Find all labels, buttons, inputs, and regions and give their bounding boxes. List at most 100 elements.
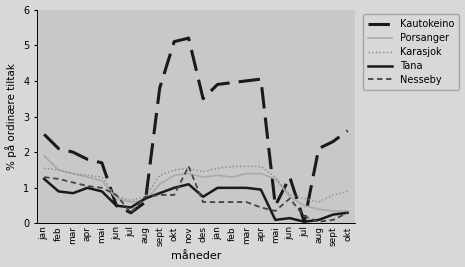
Karasjok (85, 174, 90, 177)
Karasjok (301, 197, 307, 200)
Tana (244, 186, 249, 189)
Line: Karasjok: Karasjok (44, 166, 347, 202)
Karasjok (272, 175, 278, 179)
Nesseby (301, 215, 307, 218)
Line: Tana: Tana (44, 179, 347, 222)
Y-axis label: % på ordinære tiltak: % på ordinære tiltak (6, 63, 18, 170)
Nesseby (41, 175, 47, 179)
Porsanger (41, 154, 47, 157)
Karasjok (56, 168, 61, 172)
Karasjok (41, 167, 47, 170)
Nesseby (316, 220, 321, 223)
Karasjok (330, 193, 336, 197)
Porsanger (316, 208, 321, 211)
Nesseby (128, 211, 133, 214)
Kautokeino (85, 158, 90, 161)
Porsanger (244, 172, 249, 175)
Kautokeino (172, 40, 177, 43)
Porsanger (142, 199, 148, 202)
Karasjok (172, 168, 177, 172)
Kautokeino (330, 140, 336, 143)
Kautokeino (70, 151, 76, 154)
Kautokeino (56, 147, 61, 150)
Tana (41, 177, 47, 180)
Kautokeino (272, 204, 278, 207)
Tana (345, 211, 350, 214)
Karasjok (70, 172, 76, 175)
Kautokeino (229, 81, 235, 84)
Nesseby (258, 206, 264, 209)
Kautokeino (215, 83, 220, 86)
Nesseby (345, 211, 350, 214)
Nesseby (99, 186, 105, 189)
Tana (287, 217, 292, 220)
Nesseby (200, 201, 206, 204)
Karasjok (229, 165, 235, 168)
Line: Kautokeino: Kautokeino (44, 38, 347, 222)
Kautokeino (41, 133, 47, 136)
Karasjok (345, 190, 350, 193)
Tana (128, 206, 133, 209)
Porsanger (287, 195, 292, 198)
Tana (113, 204, 119, 207)
Karasjok (215, 167, 220, 170)
Porsanger (186, 172, 192, 175)
Porsanger (258, 172, 264, 175)
Karasjok (287, 193, 292, 197)
Porsanger (99, 179, 105, 182)
Porsanger (330, 209, 336, 213)
Porsanger (85, 175, 90, 179)
Nesseby (272, 209, 278, 213)
Tana (56, 190, 61, 193)
Nesseby (56, 177, 61, 180)
Kautokeino (200, 97, 206, 100)
Karasjok (99, 175, 105, 179)
Nesseby (70, 181, 76, 184)
Tana (70, 192, 76, 195)
Tana (272, 218, 278, 222)
Karasjok (186, 167, 192, 170)
Karasjok (244, 165, 249, 168)
Porsanger (301, 204, 307, 207)
Tana (330, 213, 336, 216)
Porsanger (56, 168, 61, 172)
Kautokeino (142, 201, 148, 204)
Tana (215, 186, 220, 189)
Porsanger (157, 183, 163, 186)
Porsanger (229, 175, 235, 179)
Kautokeino (128, 211, 133, 214)
Kautokeino (316, 147, 321, 150)
Kautokeino (99, 161, 105, 164)
Karasjok (128, 199, 133, 202)
Karasjok (316, 201, 321, 204)
Tana (186, 183, 192, 186)
Nesseby (229, 201, 235, 204)
Kautokeino (258, 77, 264, 81)
Kautokeino (287, 175, 292, 179)
Tana (316, 218, 321, 222)
Nesseby (215, 201, 220, 204)
Karasjok (113, 195, 119, 198)
Kautokeino (244, 79, 249, 83)
Tana (99, 190, 105, 193)
Nesseby (113, 193, 119, 197)
Porsanger (128, 201, 133, 204)
Nesseby (186, 165, 192, 168)
Kautokeino (157, 87, 163, 90)
Porsanger (70, 172, 76, 175)
Line: Nesseby: Nesseby (44, 166, 347, 222)
Porsanger (172, 174, 177, 177)
Porsanger (113, 197, 119, 200)
Tana (258, 188, 264, 191)
Porsanger (272, 177, 278, 180)
Nesseby (172, 193, 177, 197)
Porsanger (215, 174, 220, 177)
Tana (229, 186, 235, 189)
Porsanger (345, 209, 350, 213)
Kautokeino (301, 220, 307, 223)
Porsanger (200, 175, 206, 179)
Karasjok (258, 165, 264, 168)
Tana (157, 192, 163, 195)
Nesseby (287, 197, 292, 200)
Tana (200, 195, 206, 198)
